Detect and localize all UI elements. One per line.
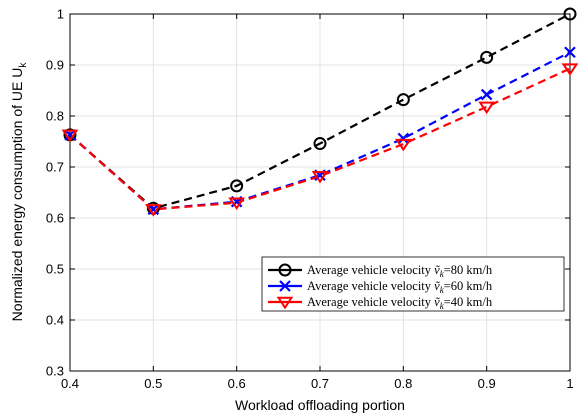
legend-marker-2 [276, 296, 294, 310]
y-axis-title: Normalized energy consumption of UE Uk [9, 62, 29, 322]
legend-label-1: Average vehicle velocity ṽk=60 km/h [307, 279, 493, 295]
legend-box [261, 256, 565, 312]
y-tick-label: 0.7 [46, 160, 64, 175]
x-tick-label: 0.6 [228, 376, 246, 391]
y-tick-label: 0.8 [46, 109, 64, 124]
plot-frame [69, 13, 571, 372]
y-axis-title-main: Normalized energy consumption of UE U [9, 68, 25, 322]
data-point-series-2 [561, 63, 579, 76]
y-tick-label: 0.9 [46, 58, 64, 73]
y-tick-label: 0.4 [46, 313, 64, 328]
data-point-series-0 [480, 50, 494, 64]
data-point-series-1 [480, 88, 493, 101]
x-tick-label: 0.8 [394, 376, 412, 391]
y-axis-title-subscript: k [18, 62, 29, 68]
x-tick-label: 0.7 [311, 376, 329, 391]
data-point-series-2 [61, 129, 79, 143]
x-tick-labels: 0.4 0.5 0.6 0.7 0.8 0.9 1 [61, 376, 574, 391]
series-markers [61, 7, 579, 217]
legend: Average vehicle velocity ṽk=80 km/hAvera… [261, 256, 565, 312]
data-point-series-2 [311, 170, 329, 184]
y-tick-label: 0.3 [46, 364, 64, 379]
data-point-series-2 [228, 197, 246, 211]
x-tick-label: 0.5 [144, 376, 162, 391]
y-tick-label: 0.5 [46, 262, 64, 277]
legend-marker-0 [278, 263, 292, 277]
legend-label-2: Average vehicle velocity ṽk=40 km/h [307, 295, 493, 311]
data-point-series-1 [397, 132, 410, 145]
data-point-series-0 [563, 7, 577, 21]
data-point-series-0 [230, 179, 244, 193]
x-axis-title: Workload offloading portion [235, 397, 405, 413]
data-point-series-2 [394, 138, 412, 152]
data-point-series-2 [478, 101, 496, 115]
legend-marker-1 [279, 280, 291, 292]
y-tick-label: 0.6 [46, 211, 64, 226]
data-point-series-1 [564, 46, 576, 59]
data-point-series-0 [396, 93, 410, 107]
y-tick-label: 1 [57, 7, 64, 22]
x-tick-label: 0.4 [61, 376, 79, 391]
data-point-series-2 [144, 204, 162, 217]
x-tick-label: 0.9 [478, 376, 496, 391]
legend-label-0: Average vehicle velocity ṽk=80 km/h [307, 263, 493, 279]
data-point-series-0 [313, 137, 327, 151]
x-tick-label: 1 [566, 376, 573, 391]
y-tick-labels: 0.3 0.4 0.5 0.6 0.7 0.8 0.9 1 [46, 7, 64, 379]
